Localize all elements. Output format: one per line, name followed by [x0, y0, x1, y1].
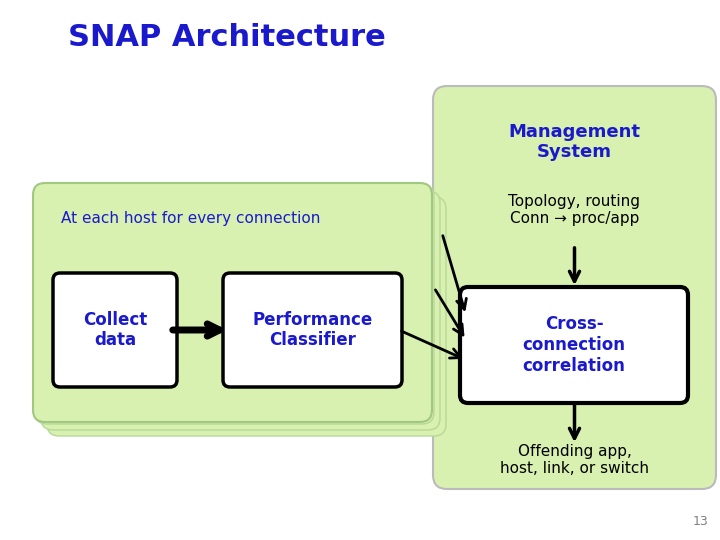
Text: At each host for every connection: At each host for every connection: [61, 212, 320, 226]
FancyBboxPatch shape: [47, 197, 446, 436]
Text: Management
System: Management System: [508, 123, 641, 161]
FancyBboxPatch shape: [53, 273, 177, 387]
FancyBboxPatch shape: [223, 273, 402, 387]
Text: 13: 13: [692, 515, 708, 528]
FancyBboxPatch shape: [35, 185, 434, 424]
Text: Cross-
connection
correlation: Cross- connection correlation: [523, 315, 626, 375]
FancyBboxPatch shape: [433, 86, 716, 489]
Text: Performance
Classifier: Performance Classifier: [253, 310, 373, 349]
FancyBboxPatch shape: [460, 287, 688, 403]
Text: Topology, routing
Conn → proc/app: Topology, routing Conn → proc/app: [508, 194, 641, 226]
Text: Collect
data: Collect data: [83, 310, 147, 349]
FancyBboxPatch shape: [41, 191, 440, 430]
Text: Offending app,
host, link, or switch: Offending app, host, link, or switch: [500, 444, 649, 476]
Text: SNAP Architecture: SNAP Architecture: [68, 24, 386, 52]
FancyBboxPatch shape: [33, 183, 432, 422]
